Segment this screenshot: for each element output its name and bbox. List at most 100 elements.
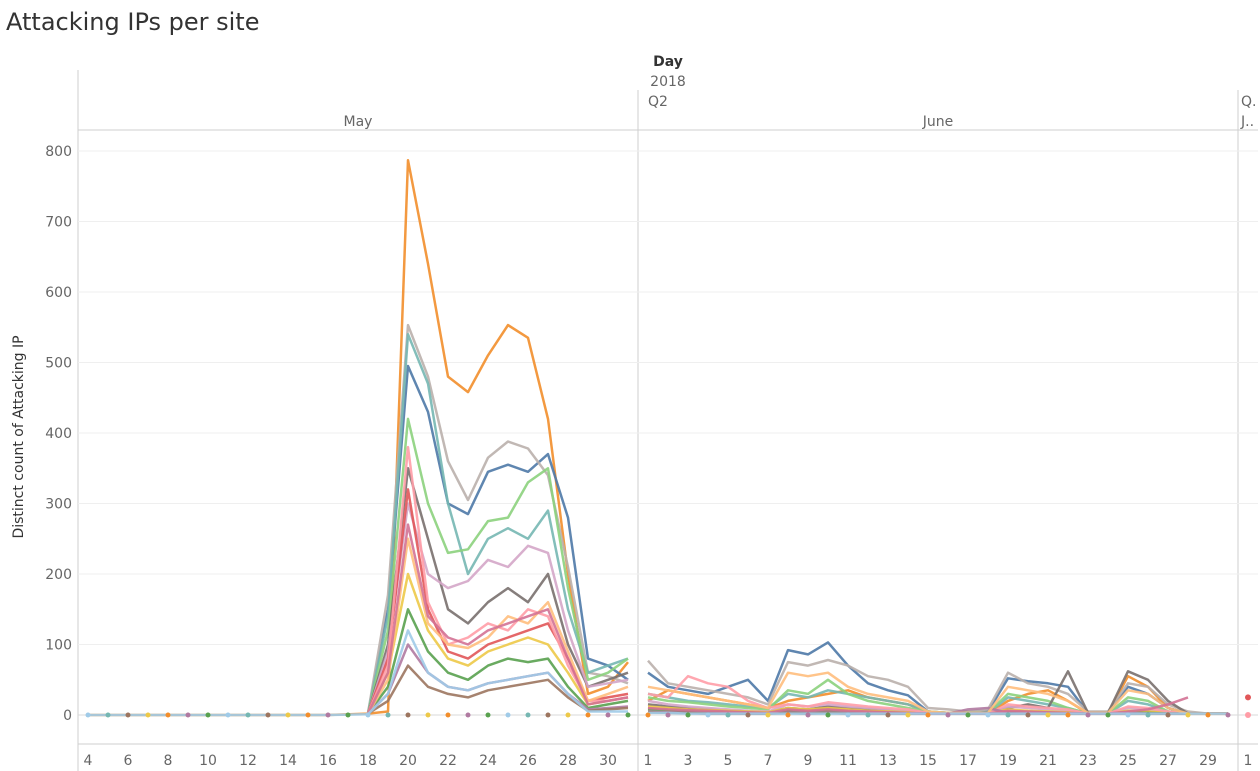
marker-june-27: [1165, 712, 1171, 718]
marker-may-25: [505, 712, 511, 718]
marker-june-3: [685, 712, 691, 718]
marker-may-29: [585, 712, 591, 718]
y-tick-500: 500: [45, 356, 72, 372]
header-month-may: May: [344, 114, 373, 130]
series-line-june-13: [647, 671, 1228, 715]
marker-june-22: [1065, 712, 1071, 718]
marker-may-11: [225, 712, 231, 718]
marker-june-30: [1225, 712, 1231, 718]
y-tick-400: 400: [45, 426, 72, 442]
marker-may-28: [565, 712, 571, 718]
x-tick-june-19: 19: [999, 753, 1017, 769]
marker-june-7: [765, 712, 771, 718]
y-tick-100: 100: [45, 638, 72, 654]
series-line-may-4: [366, 417, 629, 714]
header-quarter: Q2: [648, 94, 668, 110]
chart-title: Attacking IPs per site: [6, 8, 260, 36]
marker-may-13: [265, 712, 271, 718]
marker-may-21: [425, 712, 431, 718]
marker-may-22: [445, 712, 451, 718]
x-tick-june-21: 21: [1039, 753, 1057, 769]
marker-june-14: [905, 712, 911, 718]
x-tick-may-18: 18: [359, 753, 377, 769]
x-tick-june-17: 17: [959, 753, 977, 769]
marker-may-19: [385, 712, 391, 718]
marker-june-4: [705, 712, 711, 718]
marker-june-21: [1045, 712, 1051, 718]
marker-may-12: [245, 712, 251, 718]
y-axis-label: Distinct count of Attacking IP: [11, 335, 27, 538]
marker-june-23: [1085, 712, 1091, 718]
series-line-june-2: [647, 658, 1228, 715]
x-tick-may-26: 26: [519, 753, 537, 769]
x-tick-may-30: 30: [599, 753, 617, 769]
x-tick-june-25: 25: [1119, 753, 1137, 769]
marker-june-6: [745, 712, 751, 718]
series-line-may-0: [88, 158, 629, 717]
marker-may-7: [145, 712, 151, 718]
x-tick-june-29: 29: [1199, 753, 1217, 769]
marker-june-1: [645, 712, 651, 718]
y-tick-600: 600: [45, 285, 72, 301]
marker-may-5: [105, 712, 111, 718]
marker-june-11: [845, 712, 851, 718]
marker-may-20: [405, 712, 411, 718]
y-tick-200: 200: [45, 567, 72, 583]
marker-july-zero: [1245, 712, 1251, 718]
marker-june-15: [925, 712, 931, 718]
marker-june-29: [1205, 712, 1211, 718]
x-tick-may-22: 22: [439, 753, 457, 769]
marker-july-high: [1245, 694, 1251, 701]
marker-june-9: [805, 712, 811, 718]
marker-may-18: [365, 712, 371, 718]
marker-june-8: [785, 712, 791, 718]
marker-june-10: [825, 712, 831, 718]
marker-june-18: [985, 712, 991, 718]
marker-may-31: [625, 712, 631, 718]
marker-may-15: [305, 712, 311, 718]
marker-june-12: [865, 712, 871, 718]
y-tick-300: 300: [45, 497, 72, 513]
x-tick-may-4: 4: [84, 753, 93, 769]
x-tick-may-24: 24: [479, 753, 497, 769]
x-tick-may-14: 14: [279, 753, 297, 769]
x-tick-june-13: 13: [879, 753, 897, 769]
marker-may-26: [525, 712, 531, 718]
header-month-june: June: [922, 114, 954, 130]
x-tick-may-8: 8: [164, 753, 173, 769]
x-tick-june-9: 9: [804, 753, 813, 769]
marker-may-30: [605, 712, 611, 718]
header-month-truncated: J..: [1240, 114, 1254, 130]
marker-may-9: [185, 712, 191, 718]
marker-may-4: [85, 712, 91, 718]
x-tick-june-23: 23: [1079, 753, 1097, 769]
x-tick-june-1: 1: [644, 753, 653, 769]
header-quarter-truncated: Q.: [1241, 94, 1256, 110]
marker-june-26: [1145, 712, 1151, 718]
x-tick-june-3: 3: [684, 753, 693, 769]
marker-may-27: [545, 712, 551, 718]
series-line-may-15: [88, 629, 628, 717]
x-tick-june-27: 27: [1159, 753, 1177, 769]
x-tick-june-5: 5: [724, 753, 733, 769]
marker-may-10: [205, 712, 211, 718]
y-tick-700: 700: [45, 215, 72, 231]
x-tick-may-16: 16: [319, 753, 337, 769]
marker-june-16: [945, 712, 951, 718]
series-lines: [85, 158, 1251, 718]
x-tick-july-1: 1: [1244, 753, 1253, 769]
marker-june-5: [725, 712, 731, 718]
marker-june-25: [1125, 712, 1131, 718]
header-year: 2018: [650, 74, 686, 90]
x-tick-june-11: 11: [839, 753, 857, 769]
series-line-may-1: [366, 364, 629, 714]
marker-may-23: [465, 712, 471, 718]
x-tick-june-15: 15: [919, 753, 937, 769]
marker-may-8: [165, 712, 171, 718]
marker-may-16: [325, 712, 331, 718]
series-line-may-2: [366, 323, 629, 714]
x-tick-may-6: 6: [124, 753, 133, 769]
y-tick-0: 0: [63, 708, 72, 724]
marker-june-2: [665, 712, 671, 718]
